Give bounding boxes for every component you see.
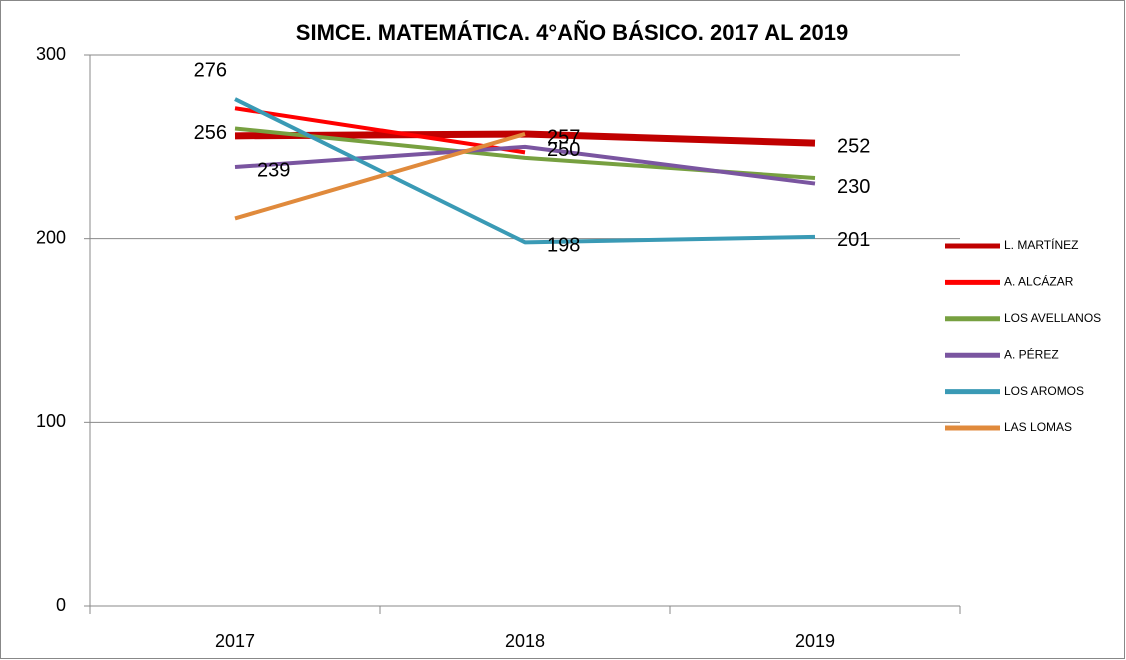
series-line: [234, 132, 526, 221]
series-line: [234, 97, 816, 245]
y-tick-label: 100: [36, 411, 66, 431]
data-label: 230: [837, 176, 870, 198]
legend-label: A. ALCÁZAR: [1004, 274, 1074, 289]
legend-label: LOS AVELLANOS: [1004, 311, 1101, 325]
x-tick-label: 2017: [215, 631, 255, 651]
legend-label: LAS LOMAS: [1004, 420, 1072, 434]
data-label: 256: [194, 122, 227, 144]
legend-label: L. MARTÍNEZ: [1004, 237, 1078, 252]
data-label: 252: [837, 135, 870, 157]
data-label: 276: [194, 59, 227, 81]
series-line: [234, 144, 816, 186]
y-tick-label: 300: [36, 44, 66, 64]
y-tick-label: 0: [56, 595, 66, 615]
y-tick-label: 200: [36, 227, 66, 247]
data-label: 239: [257, 159, 290, 181]
data-label: 257: [547, 126, 580, 148]
series-line: [234, 106, 526, 155]
x-tick-label: 2019: [795, 631, 835, 651]
data-label: 198: [547, 235, 580, 257]
x-tick-label: 2018: [505, 631, 545, 651]
data-label: 250: [547, 139, 580, 161]
chart-title: SIMCE. MATEMÁTICA. 4°AÑO BÁSICO. 2017 AL…: [296, 20, 848, 45]
legend-label: A. PÉREZ: [1004, 346, 1059, 361]
data-label: 201: [837, 229, 870, 251]
legend-label: LOS AROMOS: [1004, 384, 1084, 398]
